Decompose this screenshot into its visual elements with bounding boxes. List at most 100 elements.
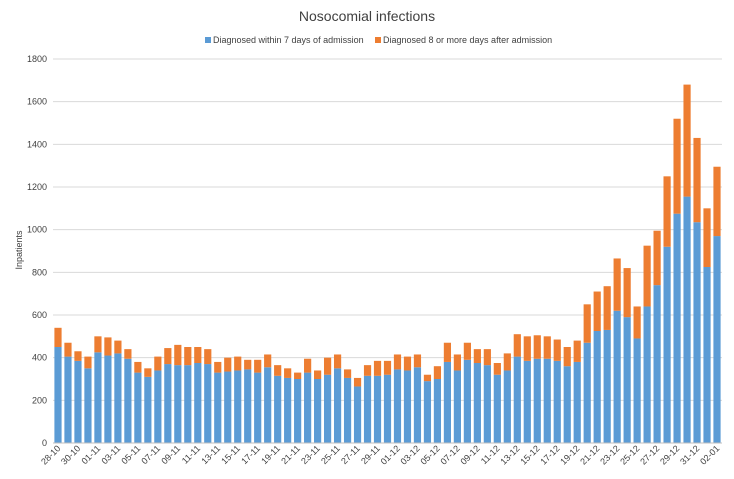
bar-16-11-series-0: [244, 369, 252, 443]
bar-30-10-series-1: [74, 351, 82, 361]
bar-02-11-series-0: [104, 355, 112, 443]
bar-30-10-series-0: [74, 360, 82, 443]
bar-14-12-series-1: [523, 336, 531, 361]
bar-05-11-series-0: [134, 372, 142, 443]
bar-28-11-series-0: [363, 375, 372, 443]
bar-28-11-series-1: [363, 365, 372, 376]
bar-13-12-series-1: [513, 334, 521, 357]
bar-20-12-series-0: [583, 342, 591, 443]
y-tick-label-1400: 1400: [27, 139, 47, 149]
bar-12-11-series-1: [204, 349, 212, 365]
bar-17-12-series-1: [553, 339, 561, 361]
y-tick-label-400: 400: [32, 353, 47, 363]
bar-07-12-series-1: [453, 354, 461, 371]
bar-12-11-series-0: [204, 364, 212, 443]
bar-14-12-series-0: [523, 360, 531, 443]
bar-29-12-series-0: [673, 213, 681, 443]
bar-25-12-series-0: [633, 338, 641, 443]
bar-09-11-series-1: [174, 344, 182, 366]
bar-19-12-series-1: [573, 340, 581, 362]
bar-07-11-series-0: [154, 370, 162, 443]
bar-29-11-series-1: [373, 360, 382, 376]
bar-18-12-series-1: [563, 347, 571, 367]
bar-02-11-series-1: [104, 337, 112, 356]
bar-10-12-series-0: [483, 365, 491, 443]
bar-08-11-series-1: [164, 348, 172, 365]
legend: Diagnosed within 7 days of admission Dia…: [205, 35, 552, 45]
bar-08-11-series-0: [164, 364, 172, 443]
bar-01-11-series-1: [94, 336, 102, 353]
bar-03-12-series-0: [413, 367, 422, 443]
bar-20-12-series-1: [583, 304, 591, 343]
bar-16-12-series-1: [543, 336, 551, 359]
bar-09-12-series-0: [473, 363, 481, 443]
bar-12-12-series-0: [503, 370, 511, 443]
bar-26-12-series-0: [643, 306, 651, 443]
bar-01-11-series-0: [94, 352, 102, 443]
bar-03-12-series-1: [413, 354, 422, 368]
bar-02-01-series-1: [713, 166, 721, 237]
bar-17-11-series-0: [254, 372, 262, 443]
bar-22-12-series-1: [603, 286, 611, 330]
bar-28-12-series-0: [663, 246, 671, 443]
bar-26-11-series-1: [343, 369, 352, 378]
bar-17-12-series-0: [553, 360, 561, 443]
bar-25-11-series-1: [333, 354, 342, 369]
bar-16-12-series-0: [543, 358, 551, 443]
bar-15-11-series-1: [234, 356, 242, 371]
bar-19-11-series-0: [274, 375, 282, 443]
legend-swatch-series-1: [375, 37, 381, 43]
bar-24-12-series-1: [623, 268, 631, 318]
bar-02-01-series-0: [713, 236, 721, 443]
bar-06-11-series-0: [144, 376, 152, 443]
bar-01-01-series-1: [703, 208, 711, 267]
bar-11-11-series-0: [194, 363, 202, 443]
y-tick-label-1600: 1600: [27, 97, 47, 107]
bar-31-10-series-1: [84, 356, 92, 369]
bar-19-11-series-1: [274, 365, 282, 376]
bar-20-11-series-1: [284, 368, 292, 378]
bar-10-11-series-0: [184, 365, 192, 443]
bar-04-11-series-0: [124, 358, 132, 443]
bar-03-11-series-1: [114, 340, 122, 354]
bar-21-12-series-1: [593, 291, 601, 331]
y-tick-label-600: 600: [32, 310, 47, 320]
bar-02-12-series-0: [403, 370, 412, 443]
bar-07-11-series-1: [154, 356, 162, 371]
bar-13-11-series-0: [214, 372, 222, 443]
y-axis-title: Inpatients: [14, 230, 24, 270]
bar-07-12-series-0: [453, 370, 461, 443]
bar-23-12-series-0: [613, 310, 621, 443]
bar-13-12-series-0: [513, 356, 521, 443]
bar-05-11-series-1: [134, 361, 142, 373]
y-tick-label-0: 0: [42, 438, 47, 448]
bar-27-12-series-1: [653, 230, 661, 286]
bar-16-11-series-1: [244, 359, 252, 370]
bar-01-12-series-0: [393, 369, 402, 443]
y-tick-label-200: 200: [32, 395, 47, 405]
bar-05-12-series-1: [433, 366, 442, 379]
bar-21-12-series-0: [593, 331, 601, 443]
bar-22-11-series-1: [304, 358, 312, 373]
bar-27-11-series-1: [353, 377, 362, 387]
bar-10-12-series-1: [483, 349, 491, 366]
bar-13-11-series-1: [214, 361, 222, 373]
chart-title: Nosocomial infections: [299, 8, 435, 24]
bar-28-10-series-0: [54, 347, 62, 443]
bar-05-12-series-0: [433, 379, 442, 443]
bar-21-11-series-0: [294, 379, 302, 443]
bar-22-11-series-0: [304, 372, 312, 443]
bar-06-12-series-1: [443, 342, 452, 362]
bar-04-12-series-0: [423, 381, 432, 443]
y-tick-label-800: 800: [32, 267, 47, 277]
bar-14-11-series-1: [224, 357, 232, 372]
bar-09-11-series-0: [174, 365, 182, 443]
bar-29-10-series-0: [64, 356, 72, 443]
bar-31-12-series-1: [693, 137, 701, 223]
bar-28-12-series-1: [663, 176, 671, 247]
bar-03-11-series-0: [114, 353, 122, 443]
bar-24-11-series-1: [323, 357, 332, 375]
bar-26-12-series-1: [643, 245, 651, 307]
bars: [54, 84, 721, 443]
